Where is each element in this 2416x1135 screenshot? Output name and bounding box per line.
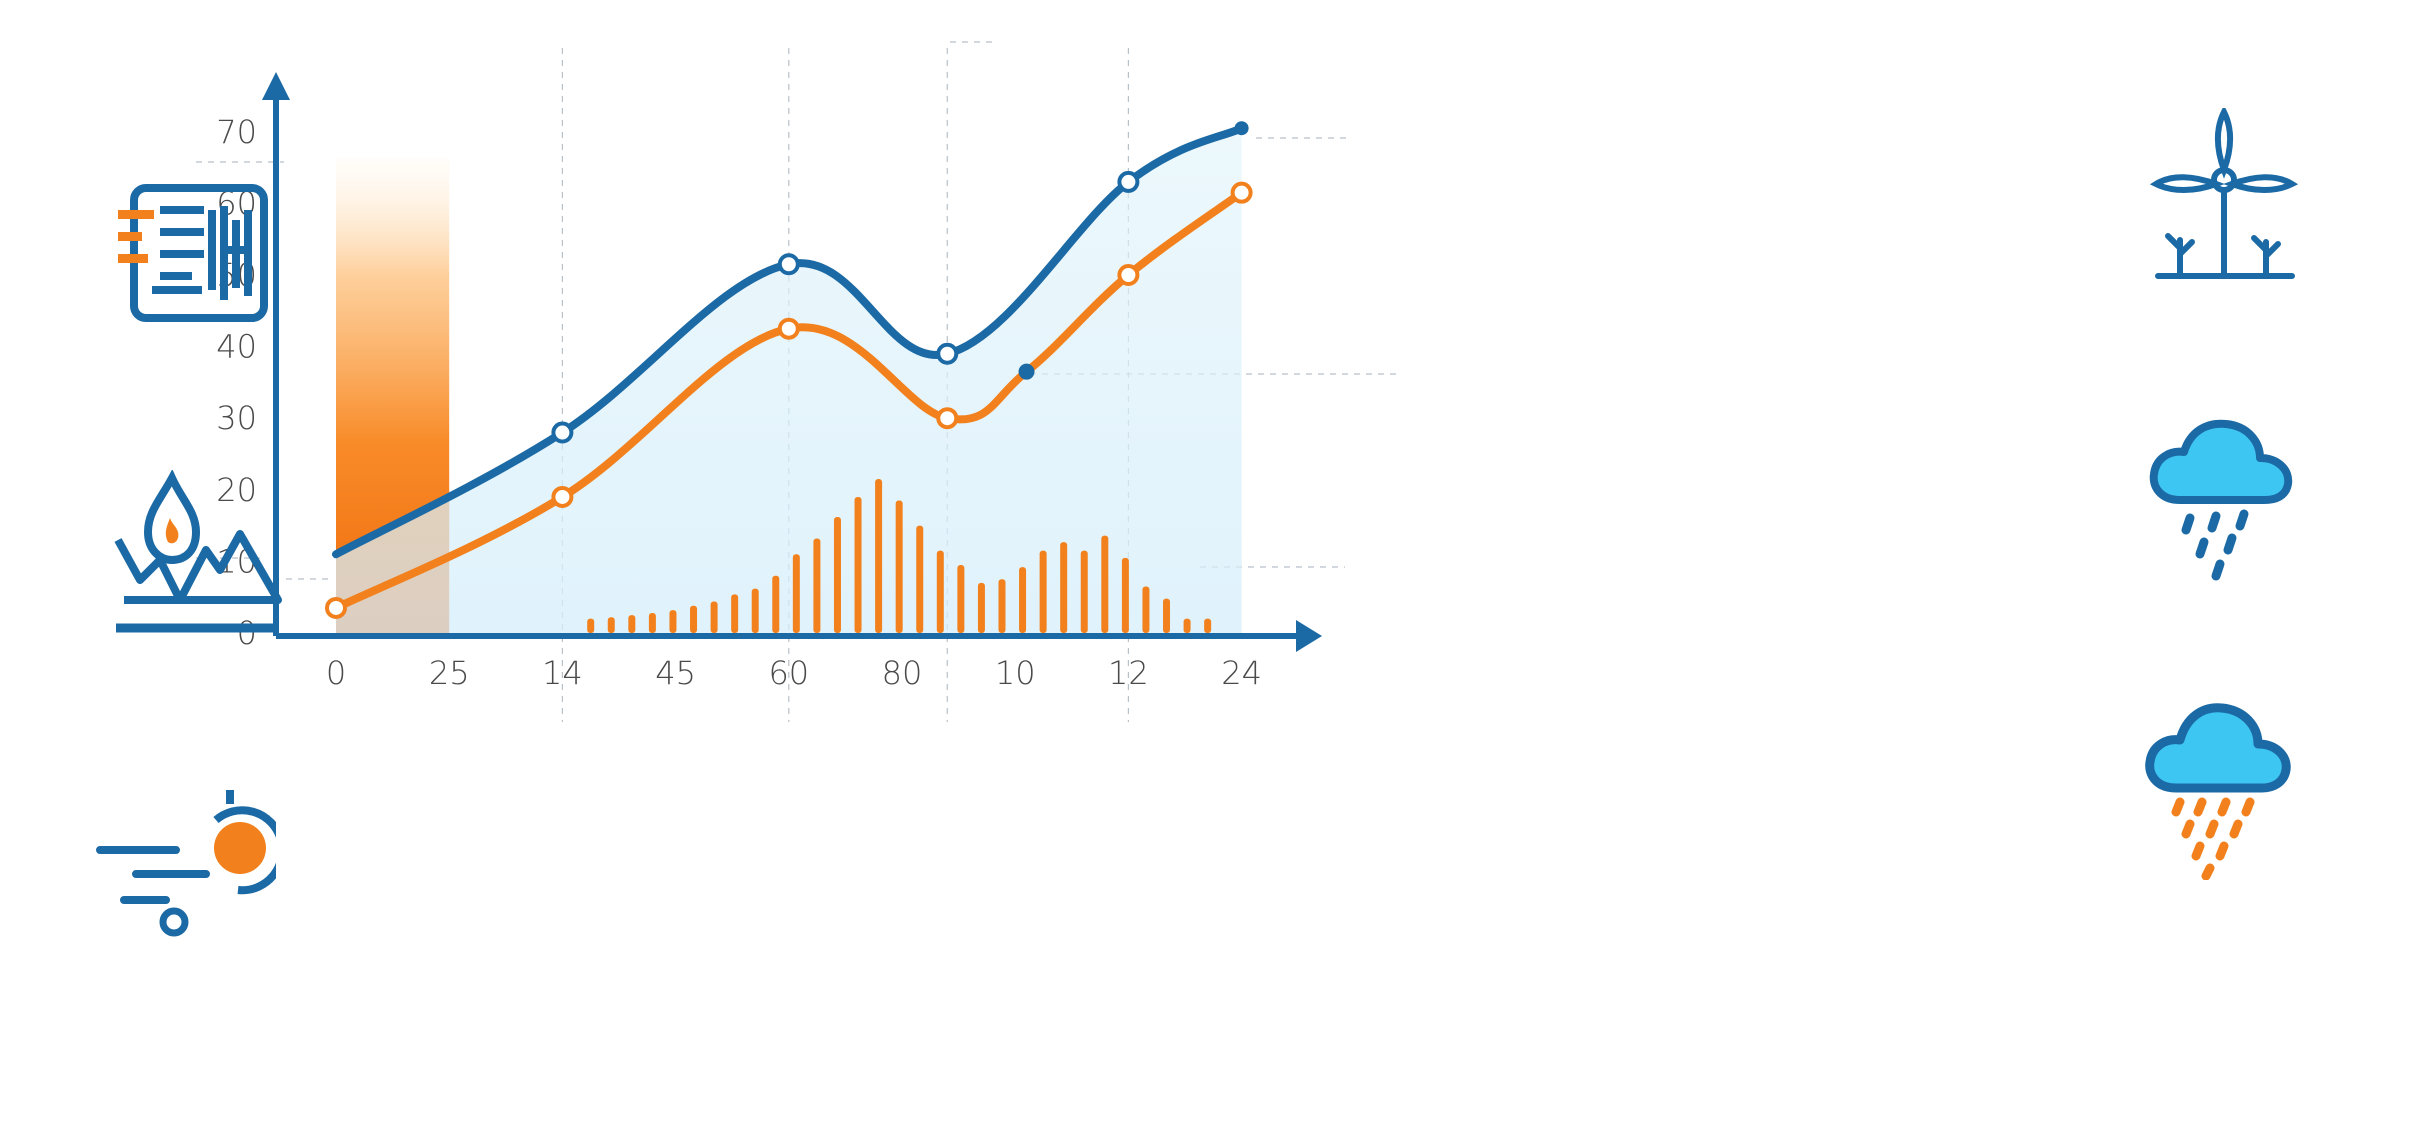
bar-11 — [813, 538, 821, 633]
x-tick-label-3: 45 — [655, 654, 696, 692]
bar-18 — [957, 564, 965, 633]
bar-22 — [1039, 550, 1047, 633]
bar-12 — [833, 517, 841, 633]
series-1-point-5 — [1117, 264, 1140, 286]
series-0-point-1 — [777, 253, 800, 276]
bar-21 — [1019, 567, 1027, 633]
bar-13 — [854, 496, 862, 633]
wind-turbine-icon — [2150, 108, 2299, 279]
bar-4 — [669, 610, 677, 633]
bar-5 — [690, 605, 698, 633]
x-axis-arrow — [1296, 620, 1322, 652]
bar-29 — [1183, 618, 1191, 633]
bar-1 — [607, 617, 615, 633]
bar-26 — [1121, 557, 1129, 633]
y-axis-arrow — [262, 72, 290, 100]
bar-20 — [998, 579, 1006, 633]
series-1-point-6 — [1230, 181, 1253, 204]
series-0-point-0 — [551, 421, 574, 444]
bar-28 — [1163, 598, 1171, 633]
series-1-point-1 — [551, 485, 574, 508]
bar-10 — [792, 554, 800, 633]
bar-23 — [1060, 542, 1068, 633]
bar-14 — [875, 479, 883, 633]
x-tick-label-4: 60 — [768, 654, 809, 692]
x-tick-label-1: 25 — [429, 654, 470, 692]
bar-16 — [916, 525, 924, 633]
rain-cloud-orange-icon — [2145, 703, 2291, 880]
series-0-point-2 — [936, 342, 959, 365]
y-tick-label-3: 30 — [216, 399, 257, 437]
x-tick-label-8: 24 — [1221, 654, 1262, 692]
series-1-point-0 — [325, 596, 347, 619]
solar-panel-icon — [118, 184, 268, 322]
x-tick-label-2: 14 — [542, 654, 583, 692]
bar-9 — [772, 575, 780, 633]
y-tick-label-2: 20 — [216, 471, 257, 509]
series-1-point-3 — [936, 407, 959, 430]
x-tick-label-0: 0 — [326, 654, 346, 692]
wind-sun-icon — [96, 790, 276, 937]
x-tick-label-5: 80 — [882, 654, 923, 692]
series-1-point-2 — [777, 317, 800, 340]
y-tick-label-4: 40 — [216, 328, 257, 366]
bar-19 — [977, 582, 985, 633]
bars-layer — [587, 479, 1212, 633]
bar-15 — [895, 500, 903, 633]
x-tick-label-7: 12 — [1108, 654, 1149, 692]
bar-2 — [628, 615, 636, 633]
bar-17 — [936, 550, 944, 633]
bar-3 — [648, 612, 656, 633]
bar-8 — [751, 588, 759, 633]
series-0-point-4 — [1234, 121, 1249, 136]
fire-mountain-icon — [114, 470, 282, 633]
bar-0 — [587, 618, 595, 633]
bar-27 — [1142, 586, 1150, 633]
bar-7 — [731, 594, 739, 633]
axes — [262, 72, 1322, 652]
markers-layer — [325, 121, 1253, 619]
bar-25 — [1101, 535, 1109, 633]
x-tick-label-6: 10 — [995, 654, 1036, 692]
bar-30 — [1204, 618, 1212, 633]
rain-cloud-blue-icon — [2149, 419, 2293, 581]
series-1-point-4 — [1018, 363, 1035, 380]
series-line-1 — [332, 188, 1246, 612]
bar-6 — [710, 601, 718, 633]
bar-24 — [1080, 550, 1088, 633]
series-0-point-3 — [1117, 170, 1140, 193]
y-tick-label-7: 70 — [216, 113, 257, 151]
